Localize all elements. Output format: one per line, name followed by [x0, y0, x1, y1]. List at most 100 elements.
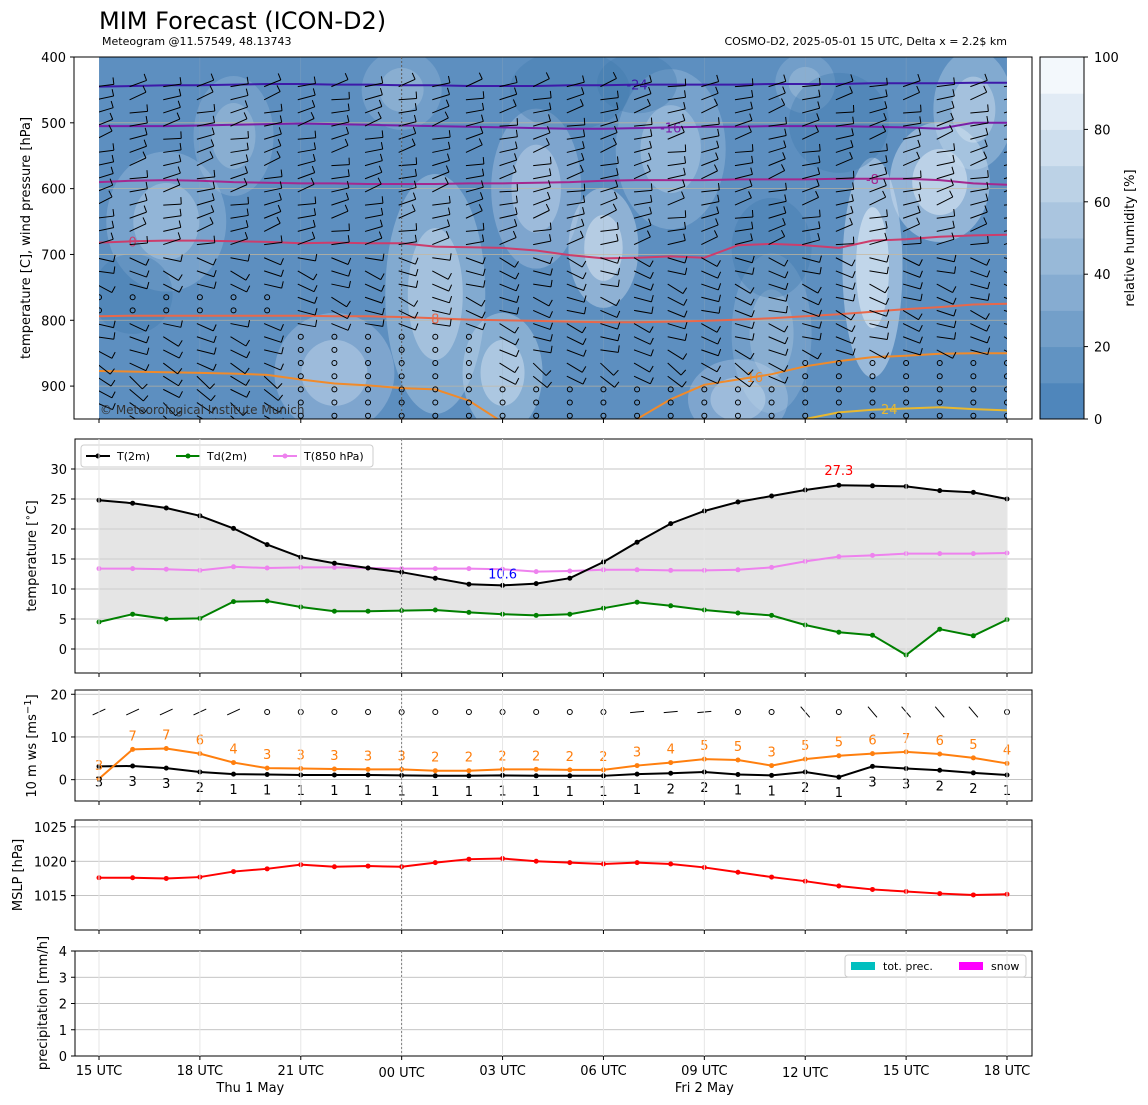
wind-barb-shaft: [768, 92, 786, 101]
wind-barb-flag: [849, 86, 853, 93]
wind-barb-flag: [920, 293, 923, 301]
wind-barb-shaft: [835, 309, 852, 321]
calm-wind-circle: [465, 399, 472, 406]
wind-barb-flag: [178, 285, 183, 293]
wind-barb-flag: [447, 207, 451, 215]
series-point-T(2m): [869, 483, 875, 489]
ws-value-label: 1: [835, 786, 843, 801]
wind-barb-shaft: [364, 82, 383, 88]
wind-barb-flag: [1021, 143, 1022, 150]
ws-value-label: 1: [330, 784, 338, 799]
wind-barb-shaft: [465, 144, 483, 153]
wind-barb-shaft: [398, 229, 417, 232]
wind-barb-shaft: [566, 190, 585, 193]
wind-barb-shaft: [196, 110, 215, 114]
wind-barb-shaft: [768, 212, 786, 219]
wind-barb-flag: [749, 179, 753, 187]
wind-barb-shaft: [701, 201, 720, 206]
gust-value-label: 5: [969, 738, 977, 753]
wind-barb-flag: [279, 181, 283, 189]
wind-barb-flag: [782, 217, 786, 225]
wind-barb-flag: [144, 193, 148, 201]
wind-barb-shaft: [902, 336, 921, 344]
wind-barb-shaft: [226, 708, 241, 716]
wind-barb-shaft: [331, 270, 349, 277]
calm-wind-circle: [701, 386, 708, 393]
wind-barb-flag: [382, 319, 385, 327]
series-point-Td(2m): [869, 632, 875, 638]
wind-barb-flag: [683, 167, 686, 175]
wind-barb-shaft: [196, 388, 212, 402]
wind-barb-flag: [515, 207, 518, 215]
wind-barb-shaft: [499, 336, 516, 346]
wind-barb-flag: [617, 333, 621, 341]
wind-barb-shaft: [801, 283, 819, 294]
wind-barb-flag: [616, 156, 619, 164]
wind-barb-shaft: [970, 323, 987, 332]
wind-barb-shaft: [532, 296, 550, 307]
wind-barb-flag: [213, 104, 216, 112]
wind-barb-shaft: [1003, 111, 1007, 114]
wind-barb-flag: [314, 308, 318, 316]
wind-barb-shaft: [970, 79, 988, 88]
wind-barb-shaft: [196, 402, 213, 414]
wind-barb-flag: [717, 348, 722, 356]
wind-barb-shaft: [499, 283, 517, 292]
wind-barb-flag: [785, 282, 789, 290]
wind-barb-flag: [280, 269, 284, 277]
y-tick-label: 1: [59, 1024, 67, 1039]
wind-barb-shaft: [297, 137, 316, 140]
wind-barb-flag: [179, 142, 182, 151]
wind-barb-flag: [281, 281, 284, 289]
wind-barb-shaft: [869, 95, 888, 101]
wind-barb-shaft: [432, 105, 450, 114]
wind-barb-flag: [1021, 297, 1024, 303]
wind-barb-shaft: [364, 214, 383, 219]
wind-barb-shaft: [802, 150, 821, 153]
wind-barb-shaft: [701, 375, 718, 384]
wind-barb-shaft: [162, 375, 179, 387]
wind-barb-shaft: [902, 157, 920, 167]
wind-barb-shaft: [432, 270, 449, 280]
wind-barb-flag: [646, 164, 651, 172]
mslp-plot-area: [75, 820, 1032, 930]
wind-barb-shaft: [701, 158, 719, 167]
x-tick-label: 06 UTC: [580, 1064, 626, 1079]
wind-barb-shaft: [532, 144, 550, 153]
y-tick-label: 30: [50, 463, 67, 478]
chart-subtitle-right: COSMO-D2, 2025-05-01 15 UTC, Delta x = 2…: [724, 35, 1007, 48]
wind-barb-flag: [684, 333, 688, 341]
wind-barb-shaft: [667, 162, 686, 167]
wind-barb-shaft: [297, 172, 315, 180]
wind-barb-shaft: [667, 309, 685, 318]
wind-barb-flag: [313, 285, 318, 292]
colorbar-tick-label: 40: [1094, 268, 1111, 283]
wind-barb-flag: [314, 296, 318, 304]
wind-barb-shaft: [533, 336, 551, 342]
wind-barb-shaft: [633, 93, 652, 101]
ws-value-label: 1: [364, 784, 372, 799]
calm-wind-circle: [331, 399, 338, 406]
wind-barb-shaft: [230, 283, 247, 293]
colorbar-frame: [1039, 56, 1085, 420]
wind-barb-flag: [818, 89, 821, 97]
wind-barb-shaft: [667, 174, 686, 180]
wind-barb-flag: [617, 279, 620, 287]
wind-barb-shaft: [667, 283, 684, 295]
wind-barb-flag: [750, 298, 755, 306]
wind-barb-shaft: [734, 309, 752, 318]
wind-barb-shaft: [163, 323, 181, 328]
wind-barb-flag: [113, 320, 116, 328]
wind-barb-flag: [953, 77, 956, 85]
wind-barb-shaft: [499, 375, 516, 385]
wind-barb-flag: [918, 193, 922, 201]
wind-barb-flag: [245, 379, 250, 386]
wind-barb-shaft: [230, 83, 249, 88]
mslp-frame: [74, 819, 1033, 931]
wind-series-point: [365, 766, 371, 772]
wind-barb-shaft: [331, 133, 349, 140]
calm-wind-circle: [365, 333, 372, 340]
wind-barb-flag: [210, 73, 215, 81]
wind-series-point: [466, 768, 472, 774]
legend-snow-swatch: [959, 962, 983, 970]
